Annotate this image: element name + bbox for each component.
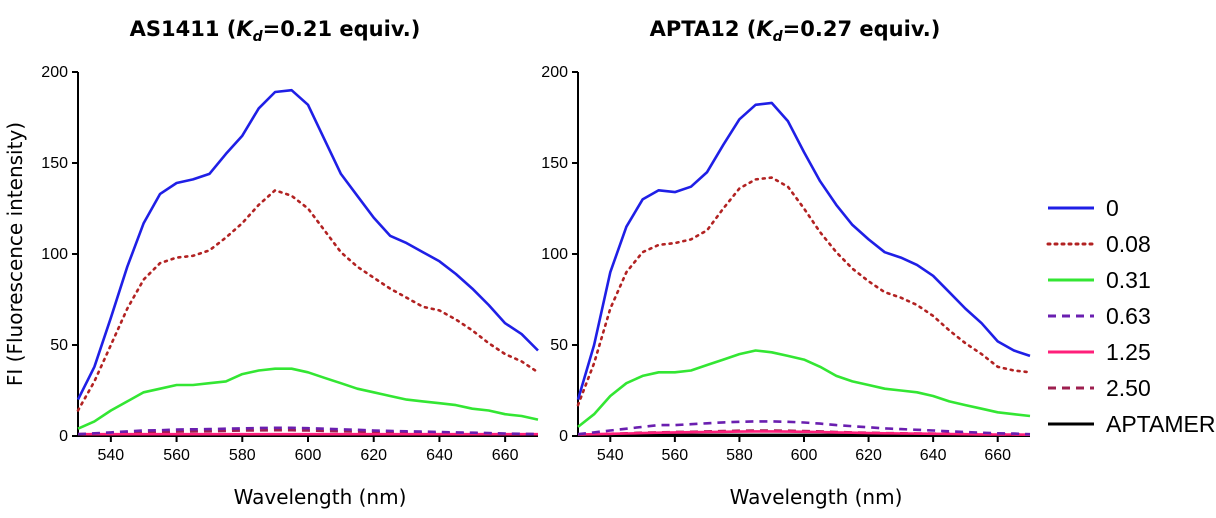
y-axis-label: FI (Fluorescence intensity): [3, 122, 27, 386]
x-tick-label: 560: [662, 447, 689, 464]
legend-label: 0.08: [1106, 231, 1151, 257]
x-tick-label: 640: [426, 447, 453, 464]
chart-title-main: AS1411 (: [130, 17, 237, 41]
chart-title-tail: =0.21 equiv.): [263, 17, 421, 41]
legend: 0 0.08 0.31 0.63 1.25 2.50 APTAMER: [1046, 195, 1215, 437]
x-tick-label: 660: [984, 447, 1011, 464]
chart-title-k: K: [236, 17, 254, 41]
x-axis-label: Wavelength (nm): [730, 485, 903, 509]
series-line-0-63: [77, 426, 539, 436]
legend-label: 1.25: [1106, 339, 1151, 365]
y-tick-label: 100: [541, 246, 568, 263]
series-line-0-08: [576, 176, 1032, 407]
series-line-1-25: [577, 430, 1031, 436]
y-tick-label: 0: [59, 428, 68, 445]
y-tick-label: 50: [50, 337, 68, 354]
legend-label: 0.31: [1106, 267, 1151, 293]
x-tick-label: 600: [791, 447, 818, 464]
chart-panel-as1411: AS1411 (Kd=0.21 equiv.) 0 50 100 150 200 540 56…: [3, 17, 540, 509]
series-line-0-31: [77, 367, 539, 430]
x-tick-label: 540: [597, 447, 624, 464]
y-tick-label: 150: [541, 155, 568, 172]
y-tick-label: 0: [559, 428, 568, 445]
legend-label: 0: [1106, 195, 1119, 221]
x-tick-label: 560: [163, 447, 190, 464]
y-tick-label: 200: [541, 64, 568, 81]
y-tick-label: 50: [550, 337, 568, 354]
series-line-0: [576, 101, 1031, 400]
legend-label: 0.63: [1106, 303, 1151, 329]
x-tick-label: 580: [726, 447, 753, 464]
series-line-0-08: [76, 189, 540, 412]
x-tick-label: 620: [360, 447, 387, 464]
x-tick-label: 540: [98, 447, 125, 464]
x-tick-label: 660: [492, 447, 519, 464]
x-axis-label: Wavelength (nm): [234, 485, 407, 509]
chart-title-main: APTA12 (: [650, 17, 757, 41]
legend-label: APTAMER: [1106, 411, 1215, 437]
legend-label: 2.50: [1106, 375, 1151, 401]
x-tick-label: 620: [855, 447, 882, 464]
y-tick-label: 150: [41, 155, 68, 172]
chart-title-sub: d: [773, 29, 784, 45]
chart-title: AS1411 (Kd=0.21 equiv.): [130, 17, 421, 45]
chart-title-tail: =0.27 equiv.): [783, 17, 941, 41]
chart-title-sub: d: [253, 29, 264, 45]
series-line-0-31: [577, 349, 1031, 428]
chart-title: APTA12 (Kd=0.27 equiv.): [650, 17, 941, 45]
series-line-0: [76, 88, 539, 401]
y-tick-label: 100: [41, 246, 68, 263]
chart-title-k: K: [756, 17, 774, 41]
series-line-0-63: [577, 420, 1031, 436]
chart-panel-apta12: APTA12 (Kd=0.27 equiv.) 0 50 100 150 200 540 56…: [541, 17, 1032, 509]
x-tick-label: 640: [920, 447, 947, 464]
y-tick-label: 200: [41, 64, 68, 81]
x-tick-label: 600: [295, 447, 322, 464]
x-tick-label: 580: [229, 447, 256, 464]
